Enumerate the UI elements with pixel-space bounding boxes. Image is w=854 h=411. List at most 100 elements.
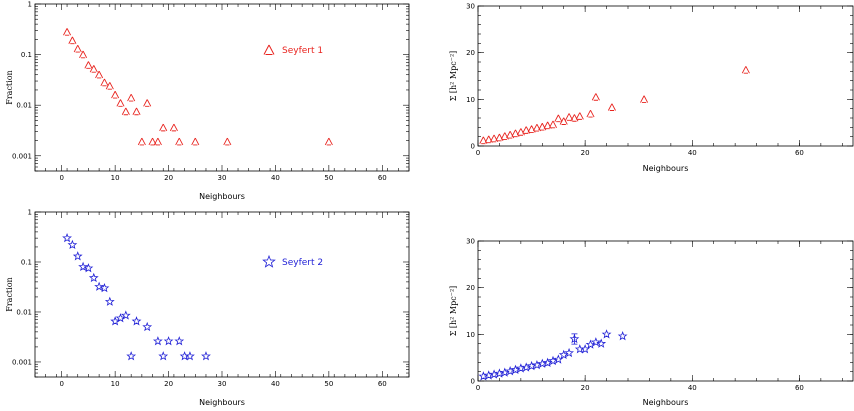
data-point [564, 347, 574, 358]
y-tick-label: 0.001 [12, 358, 32, 366]
legend: Seyfert 2 [262, 254, 323, 268]
x-tick-label: 40 [271, 380, 280, 388]
data-point [131, 316, 142, 326]
data-point [169, 123, 178, 132]
y-tick-label: 0 [471, 378, 475, 386]
y-tick-label: 0.1 [21, 258, 32, 266]
data-points [478, 329, 628, 381]
plot-frame [477, 240, 854, 382]
x-tick-label: 10 [111, 174, 120, 182]
y-tick-label: 1 [28, 209, 32, 217]
legend-label: Seyfert 1 [282, 46, 323, 56]
x-tick-label: 10 [111, 380, 120, 388]
data-point [120, 310, 131, 320]
data-point [527, 125, 536, 133]
data-point [100, 78, 109, 87]
data-point [640, 95, 649, 104]
panel-p2: 0 20 40 60 0 10 20 30 Neighbours Σ [h² Mpc⁻²] [449, 3, 854, 173]
data-point [104, 296, 115, 306]
data-point [538, 123, 547, 131]
data-point [89, 65, 98, 73]
data-point [607, 103, 616, 111]
y-tick-label: 0 [471, 143, 475, 151]
data-point [516, 128, 525, 136]
data-point [73, 45, 82, 53]
data-point [575, 112, 584, 120]
x-tick-label: 0 [59, 380, 63, 388]
x-tick-label: 60 [378, 380, 387, 388]
data-point [570, 114, 579, 122]
y-axis-title: Fraction [5, 277, 14, 311]
x-tick-label: 30 [218, 380, 227, 388]
data-point [94, 281, 105, 291]
data-point [554, 114, 563, 123]
data-point [121, 107, 130, 116]
data-point [67, 239, 78, 250]
data-point [484, 135, 493, 144]
data-point [111, 91, 120, 99]
legend: Seyfert 1 [263, 44, 323, 56]
x-tick-label: 0 [476, 384, 480, 392]
y-tick-label: 20 [466, 284, 475, 292]
y-tick-label: 0.01 [16, 308, 32, 316]
data-point [132, 107, 141, 116]
data-point [185, 351, 195, 361]
y-axis-title: Σ [h² Mpc⁻²] [449, 286, 458, 337]
data-point [223, 137, 232, 146]
data-point [105, 82, 114, 90]
data-point [127, 93, 136, 102]
data-point [590, 337, 601, 347]
x-tick-label: 50 [324, 380, 333, 388]
x-tick-label: 50 [324, 174, 333, 182]
data-point [585, 339, 596, 349]
data-point [543, 121, 552, 130]
x-tick-label: 40 [688, 384, 697, 392]
legend-label: Seyfert 2 [282, 258, 323, 268]
data-point [580, 344, 591, 354]
x-tick-label: 20 [581, 149, 590, 157]
data-point [63, 28, 72, 36]
data-point [137, 137, 146, 146]
data-point [175, 137, 184, 146]
x-tick-label: 30 [218, 174, 227, 182]
data-point [88, 272, 99, 283]
data-point [479, 136, 488, 145]
data-point [201, 351, 211, 361]
data-point [601, 329, 612, 339]
data-point [84, 61, 93, 69]
plot-frame [34, 3, 410, 172]
data-point [591, 93, 600, 101]
data-point [110, 316, 121, 326]
legend-marker [263, 44, 275, 55]
data-points [479, 66, 750, 145]
y-tick-label: 1 [28, 1, 32, 9]
data-point [324, 137, 333, 146]
data-point [99, 282, 110, 293]
panel-p1: 0 10 20 30 40 50 60 0.001 0.01 0.1 1 Neighbours Frac… [5, 1, 410, 201]
data-point [490, 134, 499, 143]
data-point [153, 137, 162, 146]
data-point [549, 120, 557, 129]
y-tick-label: 0.001 [12, 152, 32, 160]
y-tick-label: 20 [466, 49, 475, 57]
y-tick-label: 10 [466, 331, 475, 339]
x-tick-label: 60 [795, 149, 804, 157]
data-point [79, 50, 88, 59]
data-point [741, 66, 750, 74]
x-axis-title: Neighbours [199, 398, 245, 407]
data-point [148, 137, 157, 146]
data-point [174, 336, 185, 346]
data-point [558, 349, 569, 360]
x-tick-label: 40 [271, 174, 280, 182]
data-points [62, 232, 211, 361]
y-tick-label: 30 [466, 3, 475, 11]
data-point [532, 123, 541, 132]
data-point [95, 70, 104, 79]
x-axis-title: Neighbours [643, 398, 689, 407]
x-tick-label: 60 [378, 174, 387, 182]
data-point [152, 336, 163, 346]
data-point [511, 129, 520, 138]
data-point [596, 338, 607, 348]
y-tick-label: 0.1 [21, 51, 32, 59]
y-axis-title: Fraction [5, 70, 14, 104]
